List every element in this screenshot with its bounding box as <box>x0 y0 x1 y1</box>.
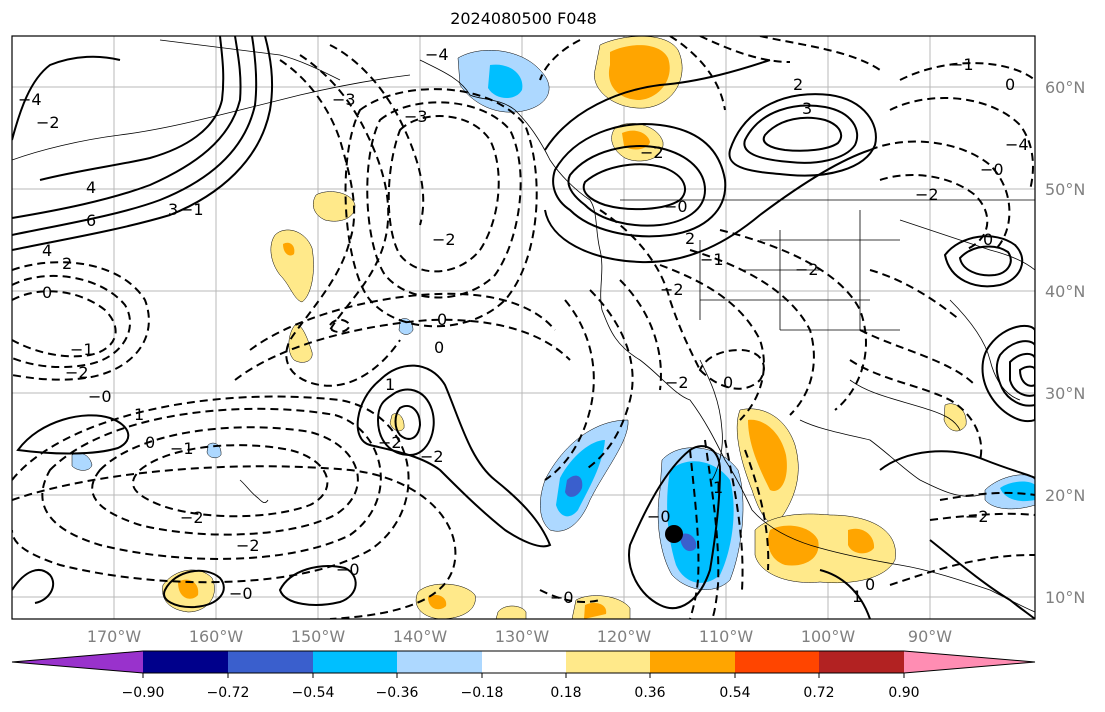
lon-label: 160°W <box>189 627 244 646</box>
contour-label: −2 <box>420 447 444 466</box>
contour-label: −2 <box>236 536 260 555</box>
contour-label: 2 <box>685 229 695 248</box>
contour-label: 0 <box>145 433 155 452</box>
lon-label: 90°W <box>908 627 952 646</box>
contour-label: −0 <box>980 160 1004 179</box>
contour-label: −0 <box>336 560 360 579</box>
contour-label: −2 <box>665 373 689 392</box>
contour-label: −1 <box>950 55 974 74</box>
contour-label: −0 <box>664 197 688 216</box>
contour-label: −2 <box>915 185 939 204</box>
colorbar-tick-label: −0.36 <box>376 685 419 701</box>
contour-label: −0 <box>88 387 112 406</box>
contour-label: −1 <box>70 340 94 359</box>
lat-label: 30°N <box>1045 384 1085 403</box>
solid-contours <box>12 36 1035 619</box>
contour-label: −4 <box>18 90 42 109</box>
latitude-labels: 60°N 50°N 40°N 30°N 20°N 10°N <box>1045 78 1085 607</box>
colorbar-segment <box>819 651 904 673</box>
contour-label: −2 <box>432 230 456 249</box>
lat-label: 40°N <box>1045 282 1085 301</box>
colorbar-tick-label: 0.36 <box>634 685 665 701</box>
contour-label: 0 <box>42 283 52 302</box>
colorbar-tick-label: 0.18 <box>550 685 581 701</box>
contour-label: −0 <box>550 588 574 607</box>
lon-label: 130°W <box>495 627 550 646</box>
colorbar-tick-label: −0.18 <box>461 685 504 701</box>
colorbar-segment <box>482 651 566 673</box>
contour-label: −1 <box>700 250 724 269</box>
colorbar-segment <box>735 651 819 673</box>
contour-label: 1 <box>385 375 395 394</box>
contour-label: 3 <box>168 200 178 219</box>
contour-label: −3 <box>404 107 428 126</box>
contour-label: −1 <box>170 439 194 458</box>
lat-label: 60°N <box>1045 78 1085 97</box>
colorbar-tick-label: −0.54 <box>292 685 335 701</box>
colorbar-tick-label: −0.72 <box>207 685 250 701</box>
contour-label: 1 <box>852 587 862 606</box>
lon-label: 150°W <box>291 627 346 646</box>
contour-label: −3 <box>332 90 356 109</box>
contour-label: −2 <box>378 433 402 452</box>
contour-label: −0 <box>229 584 253 603</box>
contour-label: 1 <box>134 405 144 424</box>
colorbar: −0.90 −0.72 −0.54 −0.36 −0.18 0.18 0.36 … <box>11 650 1036 701</box>
colorbar-segment <box>228 651 313 673</box>
coastlines <box>12 39 1035 613</box>
contour-label: 4 <box>86 178 96 197</box>
contour-label: −2 <box>36 113 60 132</box>
colorbar-segment <box>397 651 482 673</box>
lat-label: 10°N <box>1045 588 1085 607</box>
lon-label: 110°W <box>699 627 754 646</box>
contour-label: 0 <box>865 575 875 594</box>
contour-label: 1 <box>713 478 723 497</box>
map-frame <box>11 35 1036 620</box>
contour-labels: 4 6 4 2 0 −1 −2 −0 1 0 −1 −2 −2 −0 −0 −4… <box>18 45 1029 607</box>
contour-label: 0 <box>437 310 447 329</box>
lat-label: 50°N <box>1045 180 1085 199</box>
contour-label: 6 <box>86 211 96 230</box>
contour-label: −1 <box>180 200 204 219</box>
colorbar-tick-label: 0.72 <box>803 685 834 701</box>
map-title: 2024080500 F048 <box>450 9 597 28</box>
contour-label: 0 <box>723 373 733 392</box>
colorbar-segment <box>566 651 650 673</box>
colorbar-segment <box>650 651 735 673</box>
colorbar-segment <box>143 651 228 673</box>
contour-label: −0 <box>647 507 671 526</box>
lat-label: 20°N <box>1045 486 1085 505</box>
lon-label: 140°W <box>393 627 448 646</box>
lon-label: 100°W <box>801 627 856 646</box>
lon-label: 170°W <box>87 627 142 646</box>
colorbar-segment <box>313 651 397 673</box>
colorbar-segment <box>12 651 143 673</box>
contour-label: 0 <box>1005 75 1015 94</box>
colorbar-tick-label: 0.90 <box>888 685 919 701</box>
contour-label: −2 <box>660 280 684 299</box>
contour-label: 3 <box>802 99 812 118</box>
contour-label: 2 <box>62 254 72 273</box>
contour-label: −2 <box>180 508 204 527</box>
colorbar-tick-label: −0.90 <box>122 685 165 701</box>
contour-label: 2 <box>793 75 803 94</box>
colorbar-tick-label: 0.54 <box>719 685 750 701</box>
contour-label: 0 <box>434 338 444 357</box>
contour-label: 0 <box>983 230 993 249</box>
contour-label: −2 <box>640 143 664 162</box>
contour-label: −2 <box>795 260 819 279</box>
contour-label: −2 <box>965 507 989 526</box>
lon-label: 120°W <box>597 627 652 646</box>
longitude-labels: 170°W 160°W 150°W 140°W 130°W 120°W 110°… <box>87 627 952 646</box>
contour-label: −4 <box>425 45 449 64</box>
colorbar-segment <box>904 651 1035 673</box>
dashed-contours <box>12 36 1035 619</box>
contour-label: 4 <box>42 241 52 260</box>
storm-center-marker <box>665 525 683 543</box>
contour-label: −4 <box>1005 135 1029 154</box>
contour-label: −2 <box>65 363 89 382</box>
